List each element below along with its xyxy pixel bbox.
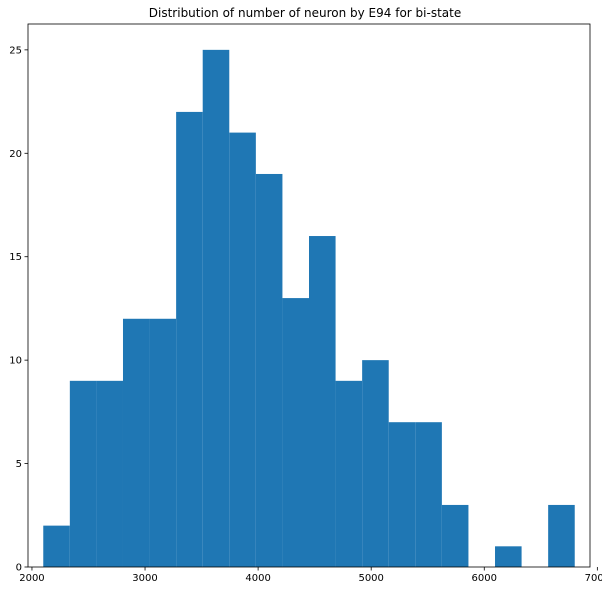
histogram-bar	[495, 546, 522, 567]
y-tick-label: 25	[9, 45, 22, 56]
x-tick-label: 3000	[132, 573, 157, 584]
y-tick-label: 5	[16, 459, 22, 470]
histogram-bar	[43, 525, 70, 567]
histogram-bar	[282, 298, 309, 567]
histogram-bar	[149, 318, 177, 567]
histogram-bar	[176, 111, 203, 568]
histogram-bar	[441, 504, 469, 567]
histogram-bar	[69, 380, 97, 567]
y-tick-label: 0	[16, 563, 22, 574]
histogram-bar	[255, 173, 283, 567]
x-tick-label: 2000	[19, 573, 44, 584]
plot-frame	[27, 23, 591, 568]
x-tick-label: 6000	[472, 573, 497, 584]
y-tick-label: 20	[9, 149, 22, 160]
histogram-bar	[415, 422, 442, 567]
y-tick-label: 10	[9, 356, 22, 367]
x-tick-label: 4000	[245, 573, 270, 584]
histogram-bar	[202, 49, 230, 568]
histogram-bar	[229, 132, 256, 567]
histogram-bar	[362, 360, 389, 567]
histogram-bar	[388, 422, 416, 567]
x-tick-label: 5000	[358, 573, 383, 584]
histogram-bar	[335, 380, 363, 567]
chart-title: Distribution of number of neuron by E94 …	[149, 6, 461, 20]
histogram-bar	[548, 504, 575, 567]
y-tick-label: 15	[9, 252, 22, 263]
histogram-bar	[309, 236, 336, 567]
bars-group	[43, 49, 575, 568]
histogram-bar	[96, 380, 123, 567]
histogram-bar	[122, 318, 150, 567]
y-axis-ticks: 0 5 10 15 20 25	[9, 45, 28, 574]
